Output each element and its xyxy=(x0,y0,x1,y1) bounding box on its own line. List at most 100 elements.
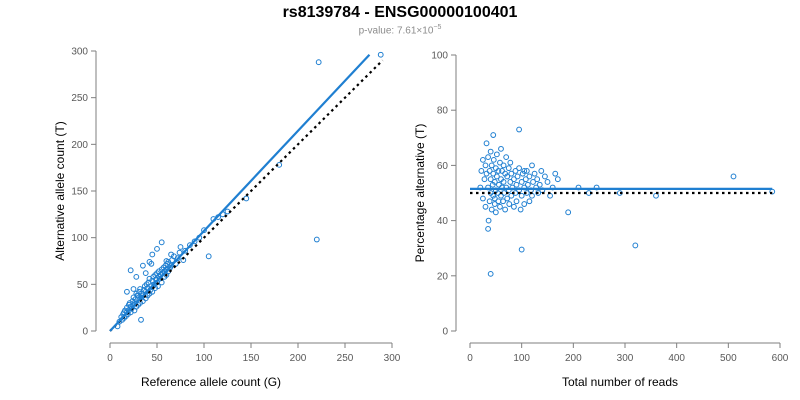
left-data-point xyxy=(135,292,142,299)
left-data-point xyxy=(140,262,146,269)
right-data-point xyxy=(513,198,520,205)
right-data-point xyxy=(500,162,507,169)
right-data-point xyxy=(534,176,541,183)
left-y-tick-label: 200 xyxy=(71,140,88,151)
right-data-point xyxy=(485,154,491,161)
left-data-point xyxy=(182,247,189,254)
right-data-point xyxy=(500,198,506,205)
right-data-point xyxy=(517,206,524,213)
right-data-point xyxy=(526,198,533,205)
left-reference-line xyxy=(109,59,384,332)
left-y-tick-label: 100 xyxy=(71,233,88,244)
left-data-point xyxy=(127,267,134,274)
right-x-axis-label: Total number of reads xyxy=(562,375,678,389)
left-y-tick-label: 50 xyxy=(77,280,89,291)
left-y-tick-label: 0 xyxy=(82,327,88,338)
right-data-point xyxy=(524,181,531,188)
right-data-point xyxy=(506,201,513,207)
left-data-point xyxy=(163,258,170,264)
left-data-point xyxy=(168,262,175,269)
right-data-point xyxy=(486,198,493,205)
right-data-point xyxy=(531,170,538,177)
right-data-point xyxy=(730,173,737,180)
left-data-point xyxy=(205,253,212,260)
right-data-point xyxy=(491,179,498,185)
left-x-tick-label: 250 xyxy=(337,353,354,364)
right-data-point xyxy=(497,203,503,210)
right-data-point xyxy=(554,176,561,183)
left-data-point xyxy=(174,255,181,262)
right-data-point xyxy=(504,173,511,180)
right-data-point xyxy=(491,201,498,207)
left-x-tick-label: 0 xyxy=(107,353,113,364)
right-data-point xyxy=(508,192,515,199)
right-data-point xyxy=(483,140,490,147)
left-x-tick-label: 100 xyxy=(196,353,213,364)
left-data-point xyxy=(168,251,175,258)
left-x-tick-label: 200 xyxy=(290,353,307,364)
right-data-point xyxy=(487,148,494,155)
left-y-tick-label: 300 xyxy=(71,47,88,58)
right-data-point xyxy=(518,179,525,185)
right-data-point xyxy=(516,165,522,172)
right-data-point xyxy=(490,132,497,138)
pvalue-text: p-value: 7.61×10 xyxy=(358,25,434,37)
right-data-point xyxy=(544,179,551,185)
right-data-point xyxy=(480,156,486,163)
left-data-point xyxy=(313,236,320,243)
left-data-point xyxy=(137,286,143,292)
right-y-tick-label: 100 xyxy=(431,51,448,62)
right-data-point xyxy=(511,203,517,210)
left-data-point xyxy=(124,288,130,295)
right-data-point xyxy=(483,170,490,177)
right-data-point xyxy=(538,168,545,174)
left-data-point xyxy=(201,227,207,234)
right-data-point xyxy=(493,151,500,158)
right-data-point xyxy=(518,192,525,199)
right-y-tick-label: 80 xyxy=(437,106,449,117)
right-data-point xyxy=(488,206,495,213)
right-data-point xyxy=(480,195,486,202)
right-data-point xyxy=(502,206,509,213)
right-data-point xyxy=(500,179,507,185)
left-data-point xyxy=(377,51,384,58)
right-data-point xyxy=(511,176,517,183)
right-x-tick-label: 100 xyxy=(513,353,530,364)
right-data-point xyxy=(530,179,536,185)
left-data-point xyxy=(142,270,149,277)
left-x-tick-label: 50 xyxy=(151,353,163,364)
left-data-point xyxy=(133,273,140,280)
right-data-point xyxy=(535,190,542,196)
right-data-point xyxy=(522,176,529,183)
left-y-tick-label: 150 xyxy=(71,187,88,198)
left-data-point xyxy=(148,260,155,267)
left-x-tick-label: 300 xyxy=(384,353,401,364)
right-data-point xyxy=(498,145,504,152)
right-data-point xyxy=(492,209,499,216)
right-x-tick-label: 600 xyxy=(772,353,789,364)
left-data-point xyxy=(315,59,322,66)
left-data-point xyxy=(187,242,193,249)
right-data-point xyxy=(521,168,528,174)
right-data-point xyxy=(491,195,498,202)
right-data-point xyxy=(542,173,548,180)
left-x-tick-label: 150 xyxy=(243,353,260,364)
right-data-point xyxy=(565,209,572,216)
right-data-point xyxy=(518,246,525,253)
right-data-point xyxy=(486,168,493,174)
right-y-tick-label: 20 xyxy=(437,271,449,282)
right-data-point xyxy=(513,181,520,188)
left-data-point xyxy=(149,251,156,258)
right-y-tick-label: 40 xyxy=(437,216,449,227)
right-data-point xyxy=(485,225,491,232)
right-data-point xyxy=(488,162,495,169)
right-data-point xyxy=(512,168,519,174)
right-data-point xyxy=(490,170,497,177)
left-data-point xyxy=(130,286,137,292)
right-x-tick-label: 500 xyxy=(720,353,737,364)
right-data-point xyxy=(490,156,497,163)
right-data-point xyxy=(632,242,639,249)
right-data-point xyxy=(485,217,492,224)
left-fit-line xyxy=(109,53,371,332)
